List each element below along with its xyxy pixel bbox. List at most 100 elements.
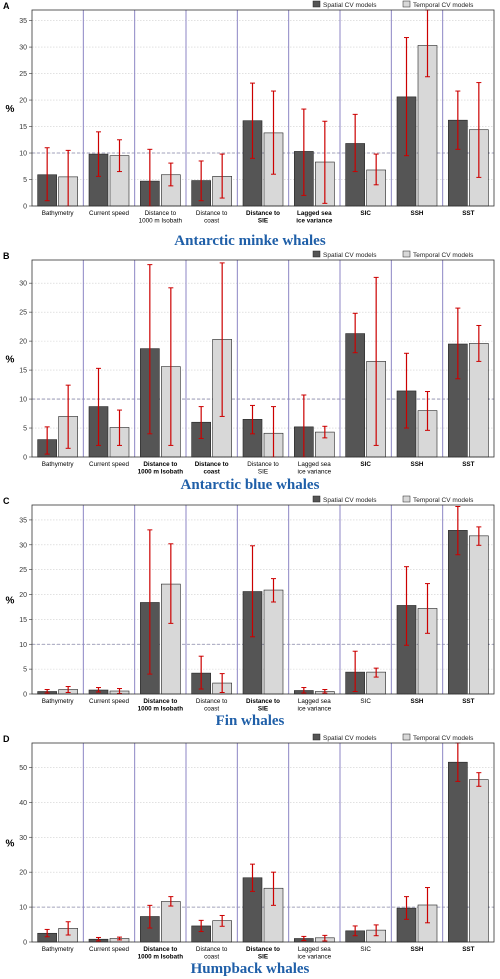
y-tick-label: 20 <box>19 592 27 599</box>
category-label: Distance to <box>195 461 229 468</box>
y-tick-label: 40 <box>19 800 27 807</box>
panel-letter: A <box>3 1 10 11</box>
legend-label-spatial: Spatial CV models <box>323 252 377 259</box>
y-tick-label: 10 <box>19 642 27 649</box>
category-label: SIC <box>360 210 371 217</box>
y-tick-label: 0 <box>23 455 27 462</box>
y-tick-label: 0 <box>23 692 27 699</box>
y-tick-label: 25 <box>19 310 27 317</box>
y-tick-label: 30 <box>19 835 27 842</box>
category-label: coast <box>204 954 219 961</box>
category-label: Bathymetry <box>42 698 75 705</box>
category-label: Current speed <box>89 461 129 468</box>
category-label: SST <box>462 946 474 953</box>
category-label: coast <box>204 706 219 713</box>
category-label: 1000 m Isobath <box>139 218 183 225</box>
legend-label-temporal: Temporal CV models <box>413 2 474 9</box>
category-label: Distance to <box>246 698 280 705</box>
plot-frame <box>31 259 495 458</box>
y-axis-label: % <box>6 596 15 607</box>
category-label: Current speed <box>89 946 129 953</box>
bar-spatial <box>448 761 468 943</box>
category-label: SIE <box>258 469 268 476</box>
y-tick-label: 35 <box>19 517 27 524</box>
y-axis-label: % <box>6 355 15 366</box>
panel-title: Antarctic blue whales <box>181 477 320 493</box>
category-label: Lagged sea <box>297 210 332 217</box>
category-label: SSH <box>411 946 424 953</box>
category-label: Bathymetry <box>42 210 75 217</box>
plot-frame <box>31 504 495 695</box>
y-tick-label: 25 <box>19 71 27 78</box>
y-tick-label: 50 <box>19 765 27 772</box>
y-tick-label: 10 <box>19 151 27 158</box>
legend-swatch-temporal <box>402 0 411 8</box>
category-label: coast <box>204 218 219 225</box>
category-label: Lagged sea <box>298 461 331 468</box>
category-label: Distance to <box>246 946 280 953</box>
category-label: SIC <box>360 461 371 468</box>
legend-label-temporal: Temporal CV models <box>413 497 474 504</box>
category-label: SIC <box>360 698 371 705</box>
legend-swatch-spatial <box>312 250 321 258</box>
y-tick-label: 20 <box>19 339 27 346</box>
category-label: SSH <box>411 461 424 468</box>
category-label: Distance to <box>143 946 177 953</box>
category-label: Distance to <box>196 698 228 705</box>
category-label: Distance to <box>246 210 280 217</box>
y-tick-label: 25 <box>19 567 27 574</box>
category-label: SSH <box>411 698 424 705</box>
legend-label-spatial: Spatial CV models <box>323 735 377 742</box>
y-tick-label: 20 <box>19 870 27 877</box>
category-label: Distance to <box>145 210 177 217</box>
panel-title: Antarctic minke whales <box>174 233 326 249</box>
category-label: SST <box>462 698 474 705</box>
plot-frame <box>31 9 495 207</box>
legend-swatch-temporal <box>402 495 411 503</box>
legend-swatch-spatial <box>312 733 321 741</box>
category-label: SSH <box>411 210 424 217</box>
legend-label-temporal: Temporal CV models <box>413 735 474 742</box>
bar-temporal <box>469 535 489 695</box>
panel-letter: D <box>3 734 10 744</box>
panel-title: Fin whales <box>216 713 285 729</box>
y-tick-label: 5 <box>23 667 27 674</box>
legend-swatch-spatial <box>312 0 321 8</box>
panel-letter: B <box>3 251 10 261</box>
category-label: ice variance <box>296 218 333 225</box>
plot-area <box>32 10 494 206</box>
legend-label-spatial: Spatial CV models <box>323 497 377 504</box>
legend-swatch-spatial <box>312 495 321 503</box>
category-label: Distance to <box>247 461 279 468</box>
category-label: SST <box>462 461 474 468</box>
category-label: ice variance <box>298 469 332 476</box>
category-label: ice variance <box>298 954 332 961</box>
plot-frame <box>31 742 495 943</box>
bar-temporal <box>469 779 489 943</box>
category-label: ice variance <box>298 706 332 713</box>
panel-letter: C <box>3 496 10 506</box>
category-label: SIE <box>258 706 268 713</box>
bar-temporal <box>161 901 181 943</box>
y-tick-label: 5 <box>23 177 27 184</box>
y-tick-label: 20 <box>19 98 27 105</box>
legend-swatch-temporal <box>402 733 411 741</box>
y-tick-label: 30 <box>19 45 27 52</box>
y-tick-label: 0 <box>23 940 27 947</box>
plot-area <box>32 505 494 694</box>
category-label: SIE <box>258 954 268 961</box>
y-tick-label: 10 <box>19 397 27 404</box>
category-label: Distance to <box>143 698 177 705</box>
category-label: 1000 m Isobath <box>138 469 184 476</box>
y-axis-label: % <box>6 104 15 115</box>
category-label: Current speed <box>89 698 129 705</box>
category-label: Current speed <box>89 210 129 217</box>
plot-area <box>32 743 494 942</box>
y-tick-label: 0 <box>23 204 27 211</box>
y-tick-label: 15 <box>19 124 27 131</box>
